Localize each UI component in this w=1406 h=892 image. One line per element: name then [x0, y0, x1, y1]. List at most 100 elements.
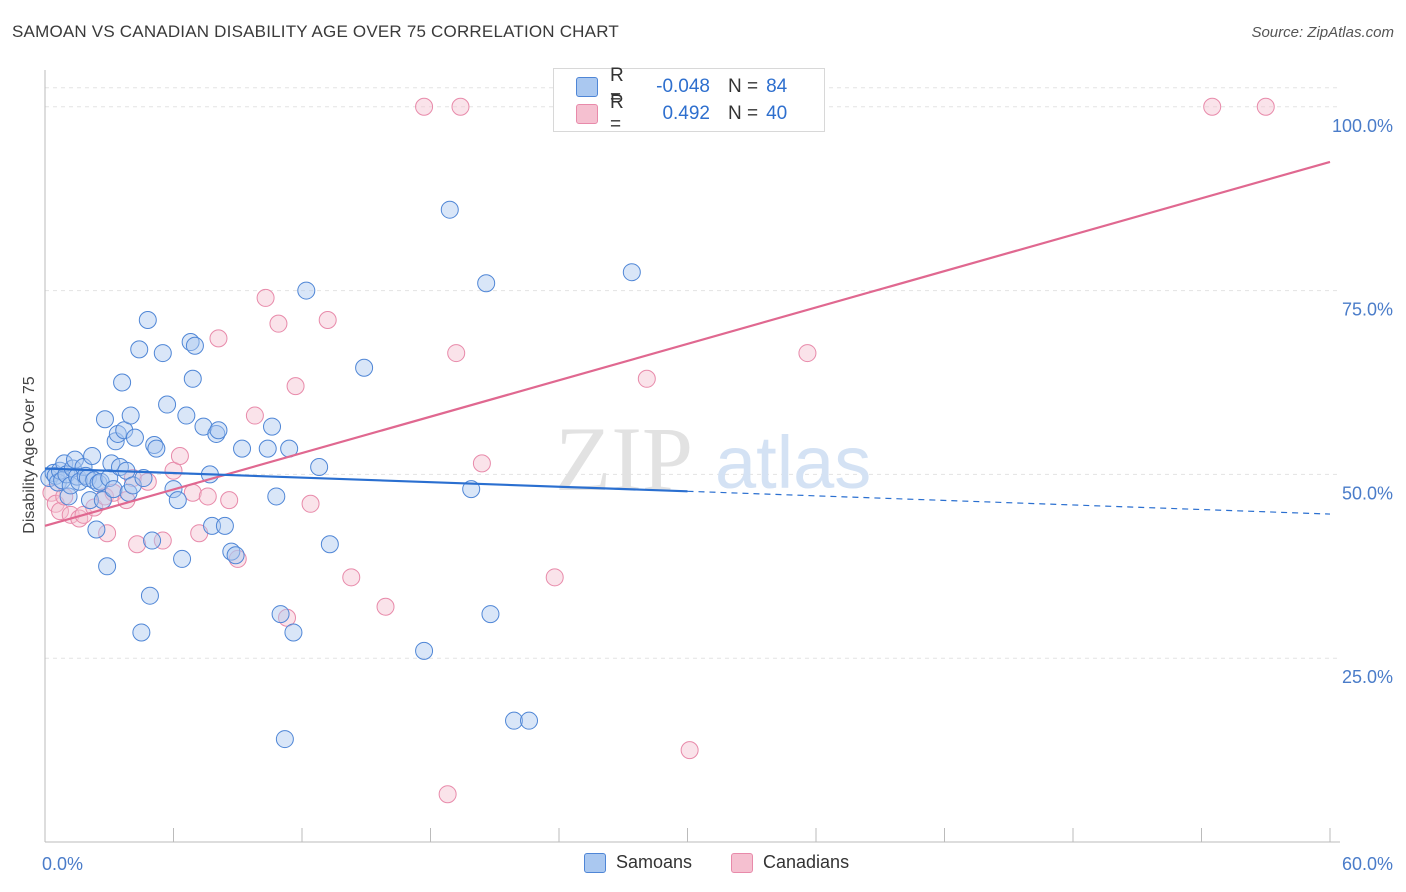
canadian-point — [286, 377, 305, 396]
samoan-point — [132, 623, 151, 642]
legend-n-value-samoans: 84 — [766, 76, 788, 97]
axes — [44, 70, 1340, 843]
samoan-point — [215, 516, 234, 535]
samoan-point — [158, 395, 177, 414]
samoan-point — [134, 469, 153, 488]
samoan-point — [55, 454, 74, 473]
samoan-point — [310, 458, 329, 477]
samoan-point — [123, 476, 142, 495]
canadian-point — [198, 487, 217, 506]
samoan-point — [147, 439, 166, 458]
canadian-point — [637, 369, 656, 388]
bottom-legend-samoans: Samoans — [584, 852, 692, 873]
canadian-point — [376, 597, 395, 616]
samoan-point — [173, 549, 192, 568]
samoan-point — [95, 410, 114, 429]
canadian-point — [50, 502, 69, 521]
canadian-point — [798, 344, 817, 363]
legend-r-value-samoans: -0.048 — [656, 76, 710, 97]
canadian-point — [209, 329, 228, 348]
legend-swatch-samoans — [576, 77, 598, 97]
grid-lines — [45, 87, 1340, 659]
samoan-point — [226, 546, 245, 565]
canadian-point — [451, 97, 470, 116]
canadian-point — [301, 494, 320, 513]
samoan-point — [477, 274, 496, 293]
samoan-point — [138, 310, 157, 329]
samoan-point — [233, 439, 252, 458]
canadian-point — [447, 344, 466, 363]
watermark-atlas: atlas — [715, 421, 871, 504]
stats-legend: R = -0.048 N = 84 R = 0.492 N = 40 — [553, 65, 825, 135]
canadian-point — [545, 568, 564, 587]
samoan-point — [143, 531, 162, 550]
canadian-point — [245, 406, 264, 425]
canadian-point — [415, 97, 434, 116]
legend-swatch-canadians — [576, 104, 598, 124]
canadian-point — [342, 568, 361, 587]
samoan-point — [622, 263, 641, 282]
samoan-point — [168, 491, 187, 510]
samoan-point — [203, 516, 222, 535]
samoan-point — [284, 623, 303, 642]
legend-n-label: N = — [728, 76, 759, 97]
canadian-point — [123, 469, 142, 488]
samoan-point — [100, 469, 119, 488]
canadian-point — [128, 535, 147, 554]
samoan-point — [481, 605, 500, 624]
x-tick-label: 0.0% — [42, 854, 83, 874]
samoan-point — [297, 281, 316, 300]
bottom-legend-canadians: Canadians — [731, 852, 849, 873]
samoan-points — [40, 200, 641, 749]
y-tick-label: 50.0% — [1342, 483, 1393, 503]
canadian-point — [256, 288, 275, 307]
samoan-point — [87, 520, 106, 539]
samoan-point — [113, 373, 132, 392]
samoan-point — [98, 557, 117, 576]
samoan-point — [59, 487, 78, 506]
canadian-point — [1256, 97, 1275, 116]
samoan-trend-line — [44, 467, 688, 493]
samoan-point — [267, 487, 286, 506]
canadian-trend-line — [44, 160, 1331, 527]
canadian-point — [170, 447, 189, 465]
legend-row-samoans: R = -0.048 N = 84 — [576, 65, 788, 108]
samoan-point — [125, 428, 144, 447]
samoan-point — [185, 336, 204, 355]
canadian-point — [98, 524, 117, 543]
canadian-point — [269, 314, 288, 333]
watermark-zip: ZIP — [555, 408, 693, 510]
y-tick-label: 25.0% — [1342, 667, 1393, 687]
samoan-point — [355, 358, 374, 377]
samoan-point — [520, 711, 539, 730]
legend-r-value-canadians: 0.492 — [662, 103, 710, 124]
trend-lines — [44, 160, 1331, 527]
samoan-point — [271, 605, 290, 624]
samoan-point — [177, 406, 196, 425]
tick-labels: 25.0% 50.0% 75.0% 100.0% 0.0% 60.0% — [42, 116, 1393, 874]
y-axis-label: Disability Age Over 75 — [21, 376, 38, 534]
canadian-point — [220, 491, 239, 510]
bottom-label-samoans: Samoans — [616, 852, 693, 872]
legend-r-label: R = — [610, 92, 624, 135]
x-tick-label: 60.0% — [1342, 854, 1393, 874]
samoan-point — [80, 491, 99, 510]
y-tick-label: 75.0% — [1342, 300, 1393, 320]
legend-r-label: R = — [610, 65, 624, 108]
samoan-point — [440, 200, 459, 219]
samoan-point — [320, 535, 339, 554]
canadian-point — [472, 454, 491, 473]
bottom-swatch-canadians — [731, 852, 753, 873]
samoan-point — [275, 730, 294, 749]
samoan-point — [83, 447, 102, 465]
canadian-point — [438, 785, 457, 804]
samoan-trend-extension — [687, 490, 1331, 515]
chart-title: SAMOAN VS CANADIAN DISABILITY AGE OVER 7… — [12, 22, 619, 41]
bottom-swatch-samoans — [584, 852, 606, 873]
canadian-point — [318, 310, 337, 329]
samoan-point — [153, 344, 172, 363]
canadian-point — [1203, 97, 1222, 116]
legend-row-canadians: R = 0.492 N = 40 — [576, 92, 787, 135]
samoan-point — [121, 406, 140, 425]
